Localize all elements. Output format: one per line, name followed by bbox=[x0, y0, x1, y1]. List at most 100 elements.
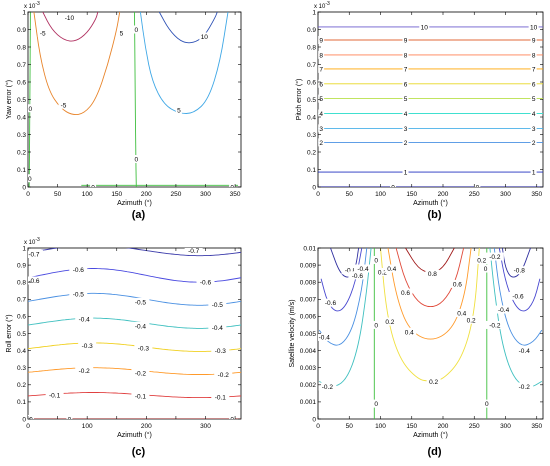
contour-label-bg bbox=[402, 36, 409, 44]
contour-label-bg bbox=[384, 264, 399, 273]
x-tick-label: 300 bbox=[200, 191, 211, 198]
contour-label-bg bbox=[373, 320, 380, 329]
contour-label: 0.6 bbox=[453, 281, 462, 288]
contour-label-bg bbox=[28, 415, 34, 419]
y-multiplier-exp: -3 bbox=[35, 237, 40, 243]
contour-label-bg bbox=[211, 346, 230, 355]
y-tick-label: 0.006 bbox=[300, 314, 317, 321]
y-multiplier: x 10-3 bbox=[24, 1, 40, 10]
contour-label-bg bbox=[62, 13, 77, 22]
contour-label: -0.4 bbox=[519, 348, 531, 355]
contour-label: 0 bbox=[374, 322, 378, 329]
contour-label: -0.5 bbox=[212, 302, 224, 309]
contour-label: 8 bbox=[319, 52, 323, 59]
contour-line bbox=[498, 248, 541, 312]
contour-label: 2 bbox=[404, 140, 408, 147]
contour-label: -0.4 bbox=[357, 266, 369, 273]
x-axis-label: Azimuth (°) bbox=[413, 199, 448, 207]
contour-label: 6 bbox=[319, 81, 323, 88]
contour-label: -0.3 bbox=[215, 348, 227, 355]
contour-label: 4 bbox=[404, 111, 408, 118]
y-tick-label: 0.8 bbox=[17, 280, 26, 287]
contour-line bbox=[28, 317, 241, 329]
x-tick-label: 0 bbox=[26, 191, 30, 198]
y-tick-label: 0.8 bbox=[17, 44, 26, 51]
contour-label: 5 bbox=[404, 96, 408, 103]
contour-label-bg bbox=[402, 109, 409, 118]
x-tick-label: 350 bbox=[531, 423, 542, 430]
x-tick-label: 150 bbox=[406, 423, 417, 430]
contour-label: 0 bbox=[28, 176, 32, 183]
contour-label: -0.1 bbox=[135, 393, 147, 400]
contour-label: 5 bbox=[177, 108, 181, 115]
contour-label-bg bbox=[450, 279, 465, 288]
contour-label-bg bbox=[208, 300, 227, 309]
contour-line bbox=[28, 342, 241, 352]
contour-label: -0.4 bbox=[319, 334, 331, 341]
contour-label-bg bbox=[37, 29, 48, 37]
contour-label: 10 bbox=[201, 34, 209, 41]
contour-label-bg bbox=[133, 155, 140, 163]
x-axis-label: Azimuth (°) bbox=[117, 199, 152, 207]
y-multiplier-base: x 10 bbox=[24, 4, 36, 10]
contour-label: 0.4 bbox=[457, 310, 466, 317]
contour-label: 8 bbox=[404, 52, 408, 59]
contour-line bbox=[405, 248, 455, 273]
y-tick-label: 0.2 bbox=[17, 382, 26, 389]
contour-label: -0.4 bbox=[498, 307, 510, 314]
contour-label: 0.2 bbox=[477, 257, 486, 264]
contour-label-bg bbox=[131, 297, 150, 306]
y-tick-label: 0.009 bbox=[300, 262, 317, 269]
contour-label-bg bbox=[425, 269, 440, 278]
contour-label-bg bbox=[175, 106, 182, 114]
x-tick-label: 250 bbox=[469, 191, 480, 198]
contour-label: -0.2 bbox=[79, 368, 91, 375]
contour-label: 1 bbox=[404, 170, 408, 177]
contour-label: -0.2 bbox=[519, 384, 531, 391]
y-tick-label: 0.4 bbox=[307, 114, 316, 121]
contour-label: 7 bbox=[532, 66, 536, 73]
contour-label: -5 bbox=[61, 102, 67, 109]
contour-line bbox=[42, 12, 99, 42]
contour-label: -0.7 bbox=[188, 248, 200, 255]
x-tick-label: 200 bbox=[438, 191, 449, 198]
contour-label-bg bbox=[510, 266, 529, 275]
contour-lines: -10 -5 -5 5 5 10 0 0 0 0 0 0 bbox=[28, 12, 238, 187]
contour-label-bg bbox=[494, 305, 513, 314]
contour-label-bg bbox=[318, 109, 325, 118]
contour-label: 9 bbox=[319, 38, 323, 45]
contour-line bbox=[380, 248, 480, 382]
y-axis-label: Pitch error (°) bbox=[295, 79, 303, 121]
contour-label: -0.6 bbox=[352, 273, 364, 280]
y-tick-label: 0.004 bbox=[300, 348, 317, 355]
contour-label-bg bbox=[530, 138, 537, 147]
contour-label: -0.1 bbox=[49, 393, 61, 400]
contour-label: -5 bbox=[40, 31, 46, 38]
y-tick-label: 0.6 bbox=[17, 79, 26, 86]
contour-label: 0 bbox=[29, 417, 33, 424]
contour-label-bg bbox=[199, 32, 210, 41]
contour-label: 0.4 bbox=[405, 329, 414, 336]
contour-label-bg bbox=[58, 100, 69, 109]
contour-label-bg bbox=[398, 288, 413, 297]
contour-label-bg bbox=[485, 252, 504, 261]
y-tick-label: 0.2 bbox=[307, 149, 316, 156]
plot-frame bbox=[317, 11, 544, 188]
y-tick-label: 0.7 bbox=[17, 297, 26, 304]
contour-label: 3 bbox=[319, 126, 323, 133]
y-axis-label: Roll error (°) bbox=[5, 314, 13, 352]
contour-label-bg bbox=[509, 291, 527, 300]
contour-label: 2 bbox=[319, 140, 323, 147]
contour-label-bg bbox=[318, 332, 334, 341]
x-tick-label: 100 bbox=[375, 423, 386, 430]
x-tick-label: 200 bbox=[141, 423, 152, 430]
contour-label-bg bbox=[229, 183, 236, 187]
contour-label-bg bbox=[354, 264, 372, 273]
contour-label-bg bbox=[131, 321, 150, 330]
x-tick-label: 50 bbox=[346, 191, 354, 198]
y-tick-label: 0.8 bbox=[307, 44, 316, 51]
y-tick-label: 0.2 bbox=[17, 149, 26, 156]
contour-label-bg bbox=[318, 36, 325, 44]
contour-label-bg bbox=[45, 391, 64, 400]
